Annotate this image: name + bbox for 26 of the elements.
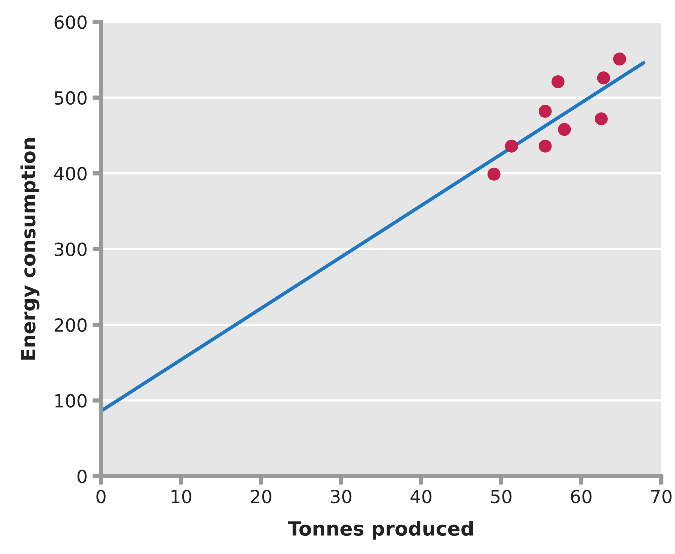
- point: [594, 112, 608, 126]
- y-tick-label: 100: [56, 394, 87, 408]
- point: [488, 168, 501, 181]
- y-tick-label: 600: [54, 16, 87, 30]
- x-tick-label: 30: [331, 490, 352, 504]
- x-tick-label: 60: [571, 490, 592, 504]
- x-tick-label: 0: [96, 490, 106, 504]
- y-tick-label: 500: [54, 91, 87, 105]
- point: [597, 72, 610, 85]
- y-tick-label: 200: [54, 318, 87, 332]
- point: [505, 140, 518, 153]
- point: [552, 75, 565, 88]
- y-axis-title: Energy consumption: [20, 138, 40, 360]
- point: [613, 52, 626, 66]
- x-tick-label: 10: [172, 490, 192, 504]
- x-tick-label: 40: [410, 490, 432, 504]
- x-tick-label: 50: [491, 490, 512, 504]
- point: [538, 140, 552, 153]
- x-tick-label: 70: [651, 490, 672, 504]
- point: [538, 104, 552, 118]
- y-tick-label: 400: [54, 167, 87, 181]
- point: [558, 123, 572, 136]
- x-axis-title: Tonnes produced: [288, 521, 474, 540]
- x-tick-label: 20: [251, 490, 272, 504]
- y-tick-label: 300: [54, 242, 87, 256]
- y-tick-label: 0: [78, 470, 87, 484]
